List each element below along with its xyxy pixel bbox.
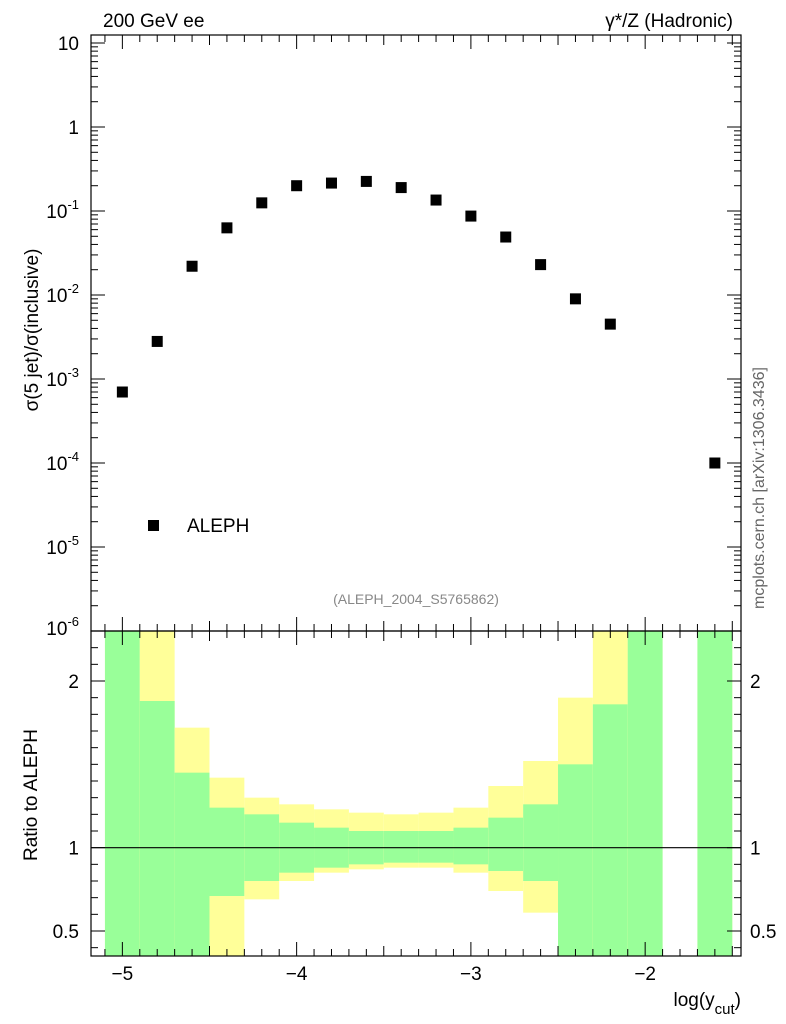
main-ytick-label-1: 10-5 — [46, 533, 79, 559]
main-ytick-label-4: 10-2 — [46, 281, 79, 307]
legend: ALEPH — [148, 516, 249, 537]
data-point-0 — [116, 386, 128, 398]
ratio-stat-band-14 — [592, 704, 628, 956]
data-point-4 — [256, 197, 268, 209]
data-point-15 — [709, 457, 721, 469]
ratio-ytick-label-left-2: 2 — [68, 672, 79, 693]
xtick-label-0: −5 — [112, 964, 134, 985]
data-point-8 — [395, 182, 407, 194]
ratio-ytick-label-left-0: 0.5 — [53, 922, 79, 943]
legend-label-aleph: ALEPH — [187, 516, 249, 537]
legend-marker-aleph — [148, 520, 159, 531]
xtick-label-1: −4 — [286, 964, 308, 985]
data-point-5 — [291, 180, 303, 192]
ratio-ytick-label-left-1: 1 — [68, 839, 79, 860]
data-point-14 — [604, 318, 616, 330]
data-point-13 — [569, 293, 581, 305]
main-ytick-label-7: 10 — [58, 34, 79, 55]
side-label: mcplots.cern.ch [arXiv:1306.3436] — [751, 367, 768, 609]
ratio-bands — [91, 631, 741, 956]
ratio-stat-band-12 — [523, 804, 559, 881]
data-point-6 — [325, 177, 337, 189]
ratio-ytick-label-right-0: 0.5 — [750, 922, 776, 943]
ratio-frame — [90, 630, 742, 957]
ratio-stat-band-3 — [209, 807, 245, 896]
ratio-stat-band-13 — [558, 764, 593, 956]
xtick-label-3: −2 — [634, 964, 656, 985]
data-point-2 — [186, 260, 198, 272]
ratio-ytick-label-right-1: 1 — [750, 839, 761, 860]
main-ytick-label-5: 10-1 — [46, 197, 79, 223]
main-ytick-label-0: 10-6 — [46, 614, 79, 640]
ratio-ytick-label-right-2: 2 — [750, 672, 761, 693]
data-markers — [116, 175, 721, 469]
main-ytick-label-2: 10-4 — [46, 449, 79, 475]
main-ytick-label-3: 10-3 — [46, 365, 79, 391]
main-ytick-label-6: 1 — [68, 118, 79, 139]
ratio-stat-band-2 — [174, 772, 210, 956]
ratio-y-axis-label: Ratio to ALEPH — [21, 729, 42, 861]
plot-title-right: γ*/Z (Hadronic) — [605, 11, 733, 32]
ratio-stat-band-8 — [383, 831, 419, 863]
plot-title-left: 200 GeV ee — [103, 11, 204, 32]
main-frame — [90, 34, 742, 632]
main-y-axis-label: σ(5 jet)/σ(inclusive) — [22, 249, 43, 412]
data-point-11 — [500, 231, 512, 243]
analysis-label: (ALEPH_2004_S5765862) — [333, 591, 499, 607]
data-point-10 — [465, 210, 477, 222]
data-point-3 — [221, 222, 233, 234]
ratio-stat-band-10 — [453, 827, 489, 865]
data-point-1 — [151, 335, 163, 347]
xtick-label-2: −3 — [460, 964, 482, 985]
ratio-stat-band-0 — [104, 631, 140, 956]
ratio-stat-band-15 — [627, 631, 663, 956]
ratio-stat-band-11 — [488, 817, 524, 871]
ratio-stat-band-16 — [697, 631, 733, 956]
data-point-12 — [535, 259, 547, 271]
data-point-9 — [430, 194, 442, 206]
ratio-stat-band-1 — [139, 701, 175, 956]
ratio-stat-band-9 — [418, 831, 454, 863]
x-axis-label: log(ycut) — [673, 990, 741, 1018]
data-point-7 — [360, 175, 372, 187]
